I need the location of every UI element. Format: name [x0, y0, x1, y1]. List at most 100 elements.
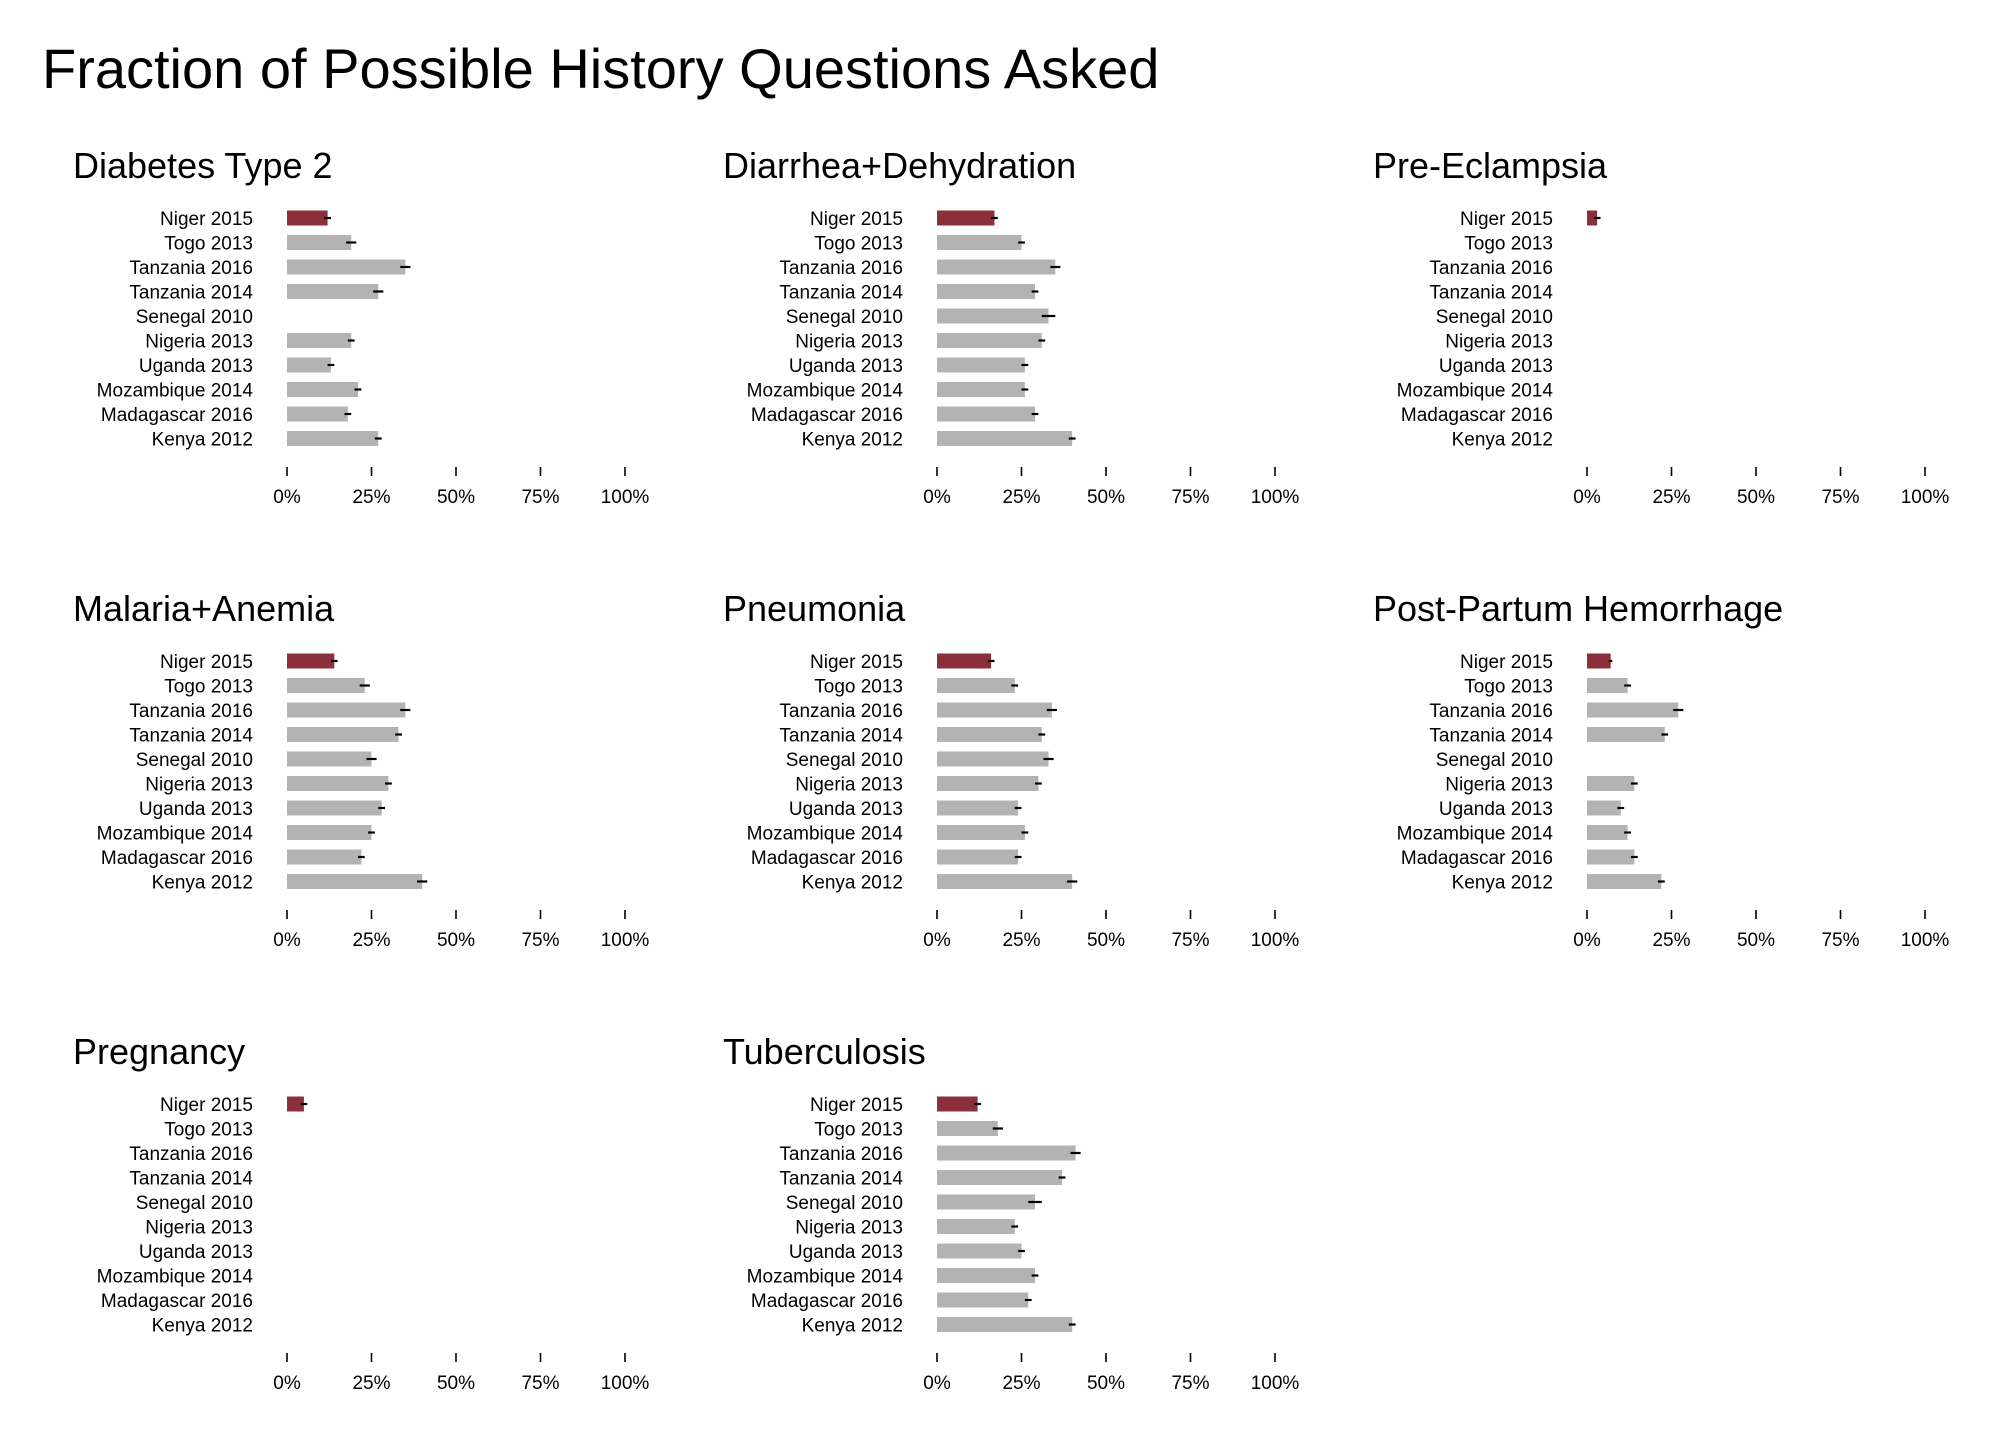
- tick-label: 100%: [1251, 487, 1300, 508]
- tick-label: 75%: [1821, 930, 1859, 951]
- bar: [287, 849, 362, 865]
- tick-label: 25%: [352, 1373, 390, 1394]
- category-label: Madagascar 2016: [101, 848, 253, 869]
- category-label: Niger 2015: [810, 652, 903, 673]
- bar: [937, 308, 1049, 324]
- category-label: Mozambique 2014: [747, 824, 904, 845]
- tick-label: 25%: [352, 930, 390, 951]
- category-label: Nigeria 2013: [145, 775, 253, 796]
- bar: [287, 653, 335, 669]
- bar: [287, 333, 352, 348]
- bar: [287, 284, 379, 299]
- bar: [1587, 702, 1679, 718]
- bar: [937, 1292, 1029, 1308]
- bar: [937, 1145, 1076, 1161]
- bar: [1587, 727, 1665, 742]
- tick-label: 75%: [1171, 1373, 1209, 1394]
- category-label: Madagascar 2016: [1401, 405, 1553, 426]
- category-label: Tanzania 2016: [1429, 258, 1553, 279]
- tick-label: 100%: [1251, 930, 1300, 951]
- tick-label: 25%: [352, 487, 390, 508]
- category-label: Niger 2015: [160, 209, 253, 230]
- category-label: Kenya 2012: [1452, 430, 1553, 451]
- bar: [937, 357, 1025, 373]
- tick-label: 100%: [1901, 487, 1950, 508]
- bar: [1587, 849, 1635, 865]
- tick-label: 100%: [601, 487, 650, 508]
- category-label: Uganda 2013: [139, 356, 253, 377]
- category-label: Mozambique 2014: [1397, 381, 1554, 402]
- category-label: Nigeria 2013: [795, 775, 903, 796]
- panel-title: Pre-Eclampsia: [1373, 145, 1608, 186]
- tick-label: 75%: [1821, 487, 1859, 508]
- panel-2: Pre-Eclampsia Niger 2015 Togo 2013 Tanzania…: [1373, 145, 1949, 508]
- category-label: Senegal 2010: [786, 750, 903, 771]
- category-label: Madagascar 2016: [101, 405, 253, 426]
- tick-label: 50%: [1737, 487, 1775, 508]
- category-label: Tanzania 2016: [779, 258, 903, 279]
- bar: [287, 776, 389, 791]
- category-label: Togo 2013: [814, 677, 903, 698]
- bar: [1587, 825, 1628, 840]
- panel-title: Pneumonia: [723, 588, 906, 629]
- bar: [937, 1317, 1073, 1332]
- tick-label: 0%: [923, 487, 951, 508]
- bar: [1587, 800, 1621, 816]
- tick-label: 100%: [601, 1373, 650, 1394]
- category-label: Tanzania 2014: [1429, 726, 1553, 747]
- category-label: Nigeria 2013: [795, 332, 903, 353]
- category-label: Tanzania 2014: [779, 726, 903, 747]
- category-label: Kenya 2012: [802, 1316, 903, 1337]
- category-label: Mozambique 2014: [747, 381, 904, 402]
- category-label: Niger 2015: [1460, 209, 1553, 230]
- tick-label: 75%: [1171, 930, 1209, 951]
- bar: [287, 727, 399, 742]
- bar: [937, 235, 1022, 250]
- bar: [937, 382, 1025, 397]
- category-label: Tanzania 2016: [129, 701, 253, 722]
- tick-label: 0%: [273, 487, 301, 508]
- category-label: Kenya 2012: [152, 430, 253, 451]
- category-label: Mozambique 2014: [1397, 824, 1554, 845]
- bar: [937, 849, 1019, 865]
- category-label: Senegal 2010: [136, 307, 253, 328]
- bar: [937, 1194, 1036, 1210]
- category-label: Tanzania 2016: [1429, 701, 1553, 722]
- panel-7: Tuberculosis Niger 2015 Togo 2013 Tanzania …: [723, 1031, 1299, 1394]
- category-label: Nigeria 2013: [1445, 332, 1553, 353]
- bar: [287, 1096, 304, 1112]
- category-label: Madagascar 2016: [101, 1291, 253, 1312]
- category-label: Mozambique 2014: [747, 1267, 904, 1288]
- category-label: Tanzania 2016: [779, 701, 903, 722]
- tick-label: 100%: [1901, 930, 1950, 951]
- bar: [937, 284, 1036, 299]
- category-label: Madagascar 2016: [751, 848, 903, 869]
- category-label: Kenya 2012: [802, 430, 903, 451]
- bar: [937, 1219, 1015, 1234]
- category-label: Togo 2013: [164, 677, 253, 698]
- category-label: Tanzania 2016: [779, 1144, 903, 1165]
- bar: [287, 874, 423, 889]
- category-label: Kenya 2012: [152, 1316, 253, 1337]
- category-label: Uganda 2013: [1439, 356, 1553, 377]
- bar: [287, 702, 406, 718]
- category-label: Togo 2013: [164, 234, 253, 255]
- tick-label: 50%: [437, 930, 475, 951]
- panel-6: Pregnancy Niger 2015 Togo 2013 Tanzania 201…: [73, 1031, 649, 1394]
- tick-label: 75%: [521, 487, 559, 508]
- panel-5: Post-Partum Hemorrhage Niger 2015 Togo 201…: [1373, 588, 1949, 951]
- category-label: Nigeria 2013: [795, 1218, 903, 1239]
- bar: [937, 406, 1036, 422]
- category-label: Madagascar 2016: [751, 1291, 903, 1312]
- category-label: Madagascar 2016: [1401, 848, 1553, 869]
- category-label: Niger 2015: [810, 209, 903, 230]
- category-label: Mozambique 2014: [97, 1267, 254, 1288]
- bar: [937, 751, 1049, 767]
- tick-label: 75%: [1171, 487, 1209, 508]
- tick-label: 25%: [1002, 1373, 1040, 1394]
- tick-label: 25%: [1002, 487, 1040, 508]
- category-label: Togo 2013: [164, 1120, 253, 1141]
- category-label: Senegal 2010: [136, 1193, 253, 1214]
- bar: [937, 333, 1042, 348]
- bar: [287, 825, 372, 840]
